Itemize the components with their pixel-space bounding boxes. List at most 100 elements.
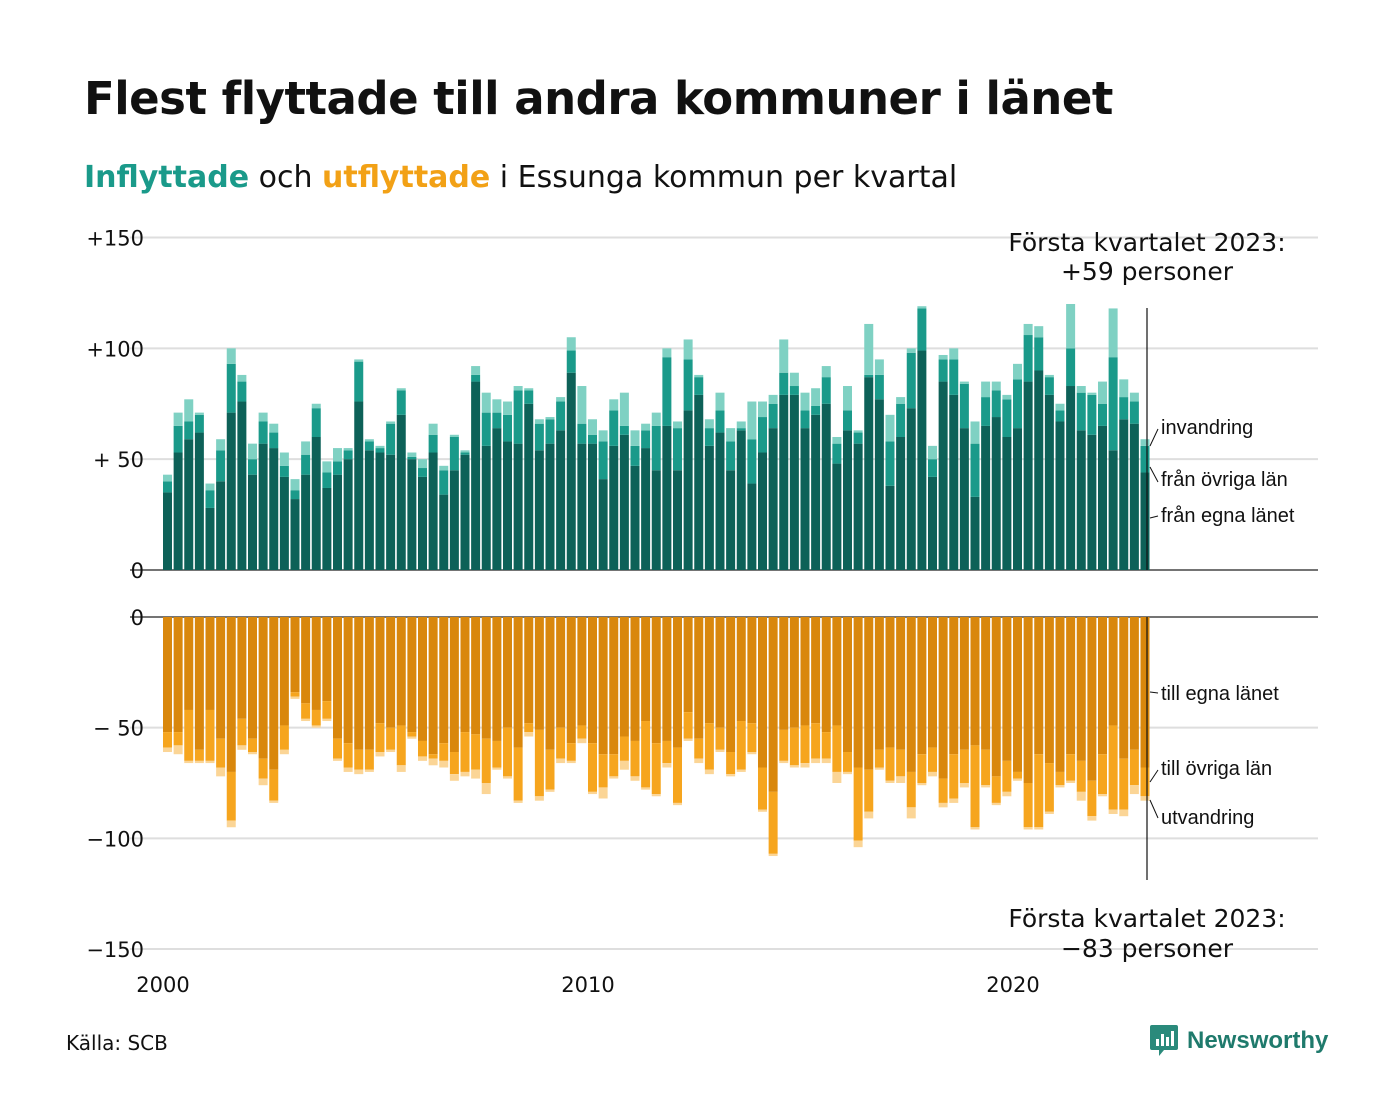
bar-in-egna-lanet	[279, 476, 289, 570]
bar-out-egna-lanet	[545, 617, 555, 750]
bar-out-ovriga-lan	[364, 749, 374, 770]
bar-in-egna-lanet	[896, 436, 906, 570]
y-tick-label-top: + 50	[93, 448, 144, 472]
bar-in-egna-lanet	[364, 450, 374, 570]
bar-invandring	[184, 399, 194, 422]
bar-utvandring	[343, 767, 353, 772]
bar-out-ovriga-lan	[290, 692, 300, 697]
bar-out-egna-lanet	[864, 617, 874, 770]
bar-out-ovriga-lan	[301, 703, 311, 719]
bar-utvandring	[1076, 791, 1086, 801]
bar-in-ovriga-lan	[641, 430, 651, 449]
bar-out-ovriga-lan	[258, 758, 268, 779]
bar-out-ovriga-lan	[471, 734, 481, 770]
bar-out-ovriga-lan	[588, 743, 597, 792]
bar-in-egna-lanet	[928, 476, 937, 570]
bar-in-egna-lanet	[885, 485, 895, 570]
bar-in-ovriga-lan	[237, 381, 247, 402]
bar-in-egna-lanet	[343, 459, 353, 570]
bar-utvandring	[683, 738, 693, 741]
bar-in-egna-lanet	[439, 494, 449, 570]
bar-in-ovriga-lan	[354, 361, 364, 402]
bar-invandring	[1002, 394, 1012, 400]
bar-in-ovriga-lan	[290, 490, 300, 500]
bar-in-ovriga-lan	[874, 374, 884, 400]
annotation-bottom-line1: Första kvartalet 2023:	[1008, 904, 1285, 933]
bar-utvandring	[556, 758, 566, 764]
bar-utvandring	[364, 769, 374, 772]
bar-in-ovriga-lan	[301, 454, 311, 475]
bar-utvandring	[779, 760, 789, 764]
bar-invandring	[449, 434, 459, 437]
bar-in-ovriga-lan	[163, 481, 172, 493]
bar-invandring	[1140, 439, 1150, 446]
bar-out-ovriga-lan	[407, 732, 417, 737]
leader-line-bottom	[1149, 691, 1159, 694]
bar-out-ovriga-lan	[163, 732, 172, 748]
bar-in-egna-lanet	[354, 401, 364, 570]
bar-invandring	[354, 359, 364, 362]
bar-in-ovriga-lan	[1119, 397, 1129, 420]
bar-utvandring	[248, 752, 257, 755]
bar-out-egna-lanet	[609, 617, 619, 755]
bar-in-ovriga-lan	[205, 490, 215, 508]
bar-out-egna-lanet	[1076, 617, 1086, 761]
bar-in-ovriga-lan	[800, 410, 810, 429]
bar-utvandring	[1034, 827, 1044, 830]
bar-in-ovriga-lan	[226, 363, 236, 413]
bar-in-ovriga-lan	[248, 459, 257, 475]
bar-in-ovriga-lan	[418, 468, 427, 477]
bar-in-egna-lanet	[258, 443, 268, 570]
bar-in-egna-lanet	[1087, 434, 1097, 570]
bar-in-ovriga-lan	[428, 434, 438, 453]
bar-in-egna-lanet	[301, 474, 311, 570]
bar-in-egna-lanet	[269, 448, 279, 570]
bar-in-ovriga-lan	[588, 434, 597, 444]
bar-out-egna-lanet	[938, 617, 948, 779]
bar-invandring	[248, 443, 257, 460]
bar-utvandring	[1140, 796, 1150, 801]
bar-out-egna-lanet	[364, 617, 374, 750]
bar-out-egna-lanet	[704, 617, 714, 724]
bar-out-egna-lanet	[811, 617, 821, 724]
bar-out-ovriga-lan	[768, 791, 778, 854]
bar-in-ovriga-lan	[906, 352, 916, 409]
bar-out-egna-lanet	[216, 617, 226, 739]
bar-in-ovriga-lan	[917, 308, 927, 351]
bar-in-egna-lanet	[588, 443, 597, 570]
bar-invandring	[747, 401, 757, 440]
bar-in-ovriga-lan	[386, 423, 396, 455]
bar-out-egna-lanet	[1002, 617, 1012, 761]
bar-in-ovriga-lan	[1098, 403, 1107, 426]
bar-out-ovriga-lan	[949, 754, 959, 799]
bar-invandring	[1013, 363, 1022, 380]
bar-out-ovriga-lan	[885, 747, 895, 781]
bar-in-ovriga-lan	[534, 423, 544, 451]
bar-out-ovriga-lan	[981, 749, 991, 786]
bar-invandring	[258, 412, 268, 422]
bar-invandring	[896, 397, 906, 404]
bar-in-egna-lanet	[184, 439, 194, 570]
bar-in-egna-lanet	[418, 476, 427, 570]
bar-in-egna-lanet	[248, 474, 257, 570]
bar-invandring	[779, 339, 789, 373]
bar-in-egna-lanet	[556, 430, 566, 570]
bar-in-egna-lanet	[428, 452, 438, 570]
bar-out-egna-lanet	[418, 617, 427, 741]
bar-in-egna-lanet	[545, 443, 555, 570]
bar-invandring	[726, 428, 736, 442]
bar-out-egna-lanet	[194, 617, 204, 750]
bar-in-egna-lanet	[1023, 381, 1033, 570]
series-label-bottom: till övriga län	[1161, 758, 1272, 780]
bar-out-ovriga-lan	[460, 732, 470, 772]
bar-utvandring	[375, 752, 385, 757]
bar-invandring	[301, 441, 311, 455]
bar-out-ovriga-lan	[279, 725, 289, 750]
bar-in-egna-lanet	[938, 381, 948, 570]
bar-invandring	[269, 423, 279, 433]
bar-out-ovriga-lan	[874, 749, 884, 768]
bar-out-egna-lanet	[1140, 617, 1150, 768]
bar-out-ovriga-lan	[641, 721, 651, 788]
bar-out-egna-lanet	[619, 617, 629, 737]
y-tick-label-bottom: − 50	[93, 717, 144, 741]
